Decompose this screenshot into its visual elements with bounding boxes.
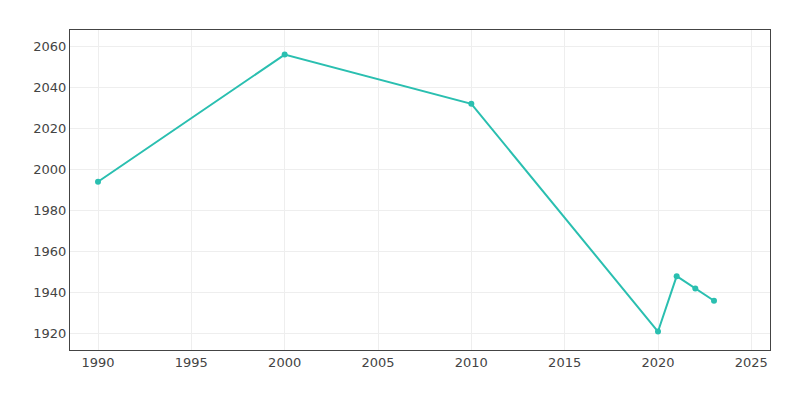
svg-text:2040: 2040 [33, 80, 66, 95]
svg-text:1940: 1940 [33, 285, 66, 300]
svg-text:2000: 2000 [268, 355, 301, 370]
svg-text:1990: 1990 [81, 355, 114, 370]
svg-text:1980: 1980 [33, 203, 66, 218]
svg-text:2020: 2020 [641, 355, 674, 370]
svg-text:2010: 2010 [455, 355, 488, 370]
svg-text:1920: 1920 [33, 326, 66, 341]
svg-text:2015: 2015 [548, 355, 581, 370]
svg-text:2060: 2060 [33, 39, 66, 54]
svg-text:2005: 2005 [361, 355, 394, 370]
svg-text:1995: 1995 [175, 355, 208, 370]
svg-text:2020: 2020 [33, 121, 66, 136]
svg-text:1960: 1960 [33, 244, 66, 259]
svg-text:2025: 2025 [735, 355, 768, 370]
svg-text:2000: 2000 [33, 162, 66, 177]
